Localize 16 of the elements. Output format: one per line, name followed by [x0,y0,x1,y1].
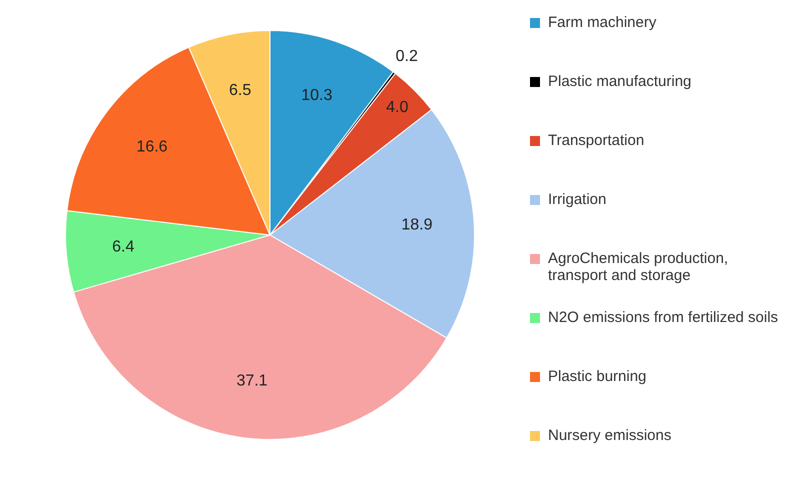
legend-label: Transportation [548,132,644,149]
data-label: 0.2 [396,48,418,65]
data-label: 10.3 [301,86,332,104]
data-label: 18.9 [401,216,433,234]
legend-label: Farm machinery [548,14,656,31]
data-label: 4.0 [386,99,408,116]
legend-label: Plastic manufacturing [548,73,692,90]
data-label: 6.4 [112,238,134,256]
legend-label: Irrigation [548,191,606,208]
legend-label: Nursery emissions [548,427,672,444]
legend-label: Plastic burning [548,368,646,385]
data-label: 6.5 [229,82,252,100]
data-label: 37.1 [236,372,268,390]
legend-label: AgroChemicals production, transport and storage [548,250,730,284]
legend-label: N2O emissions from fertilized soils [548,309,778,326]
data-label: 16.6 [136,138,168,156]
